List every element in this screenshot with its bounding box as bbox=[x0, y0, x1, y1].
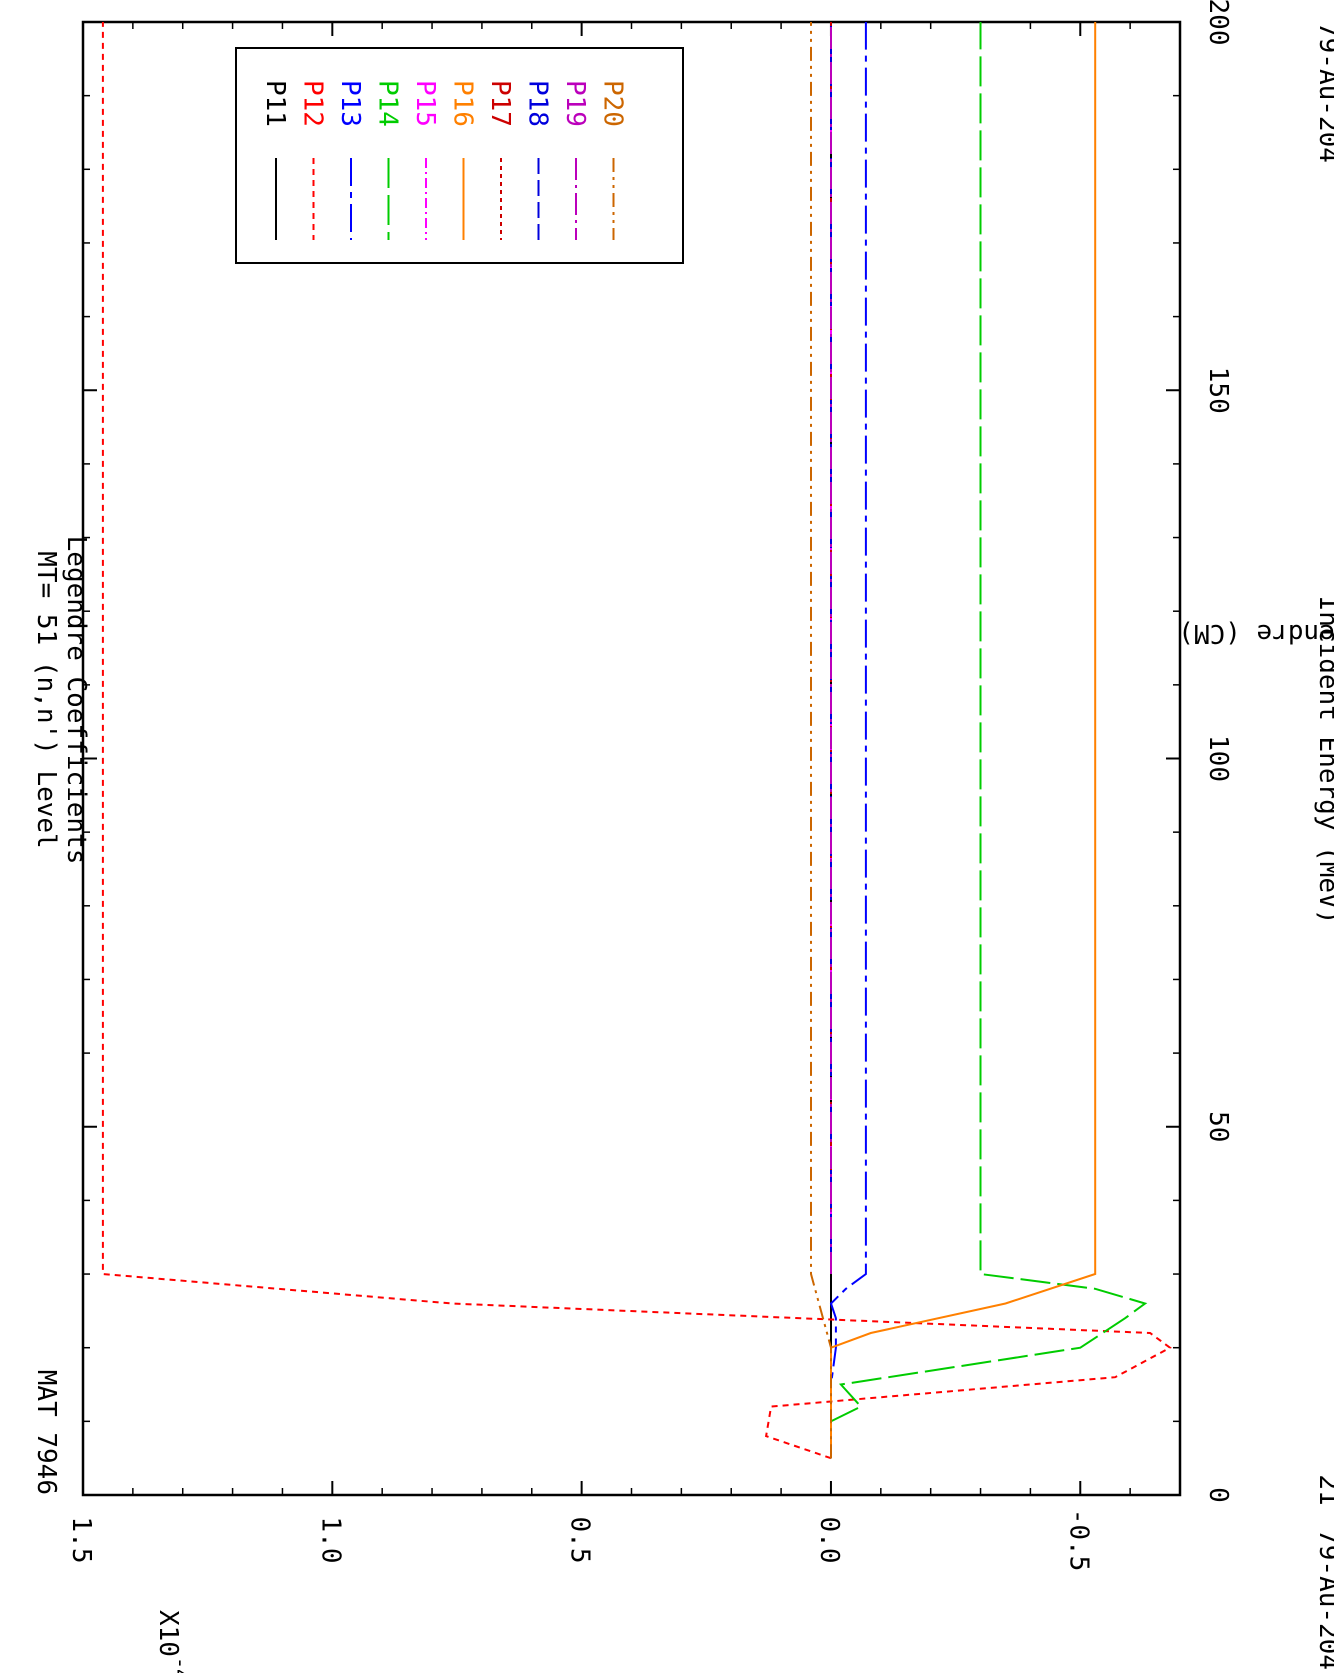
series-line-p20 bbox=[810, 22, 832, 1459]
y-multiplier: X10-4 bbox=[153, 1610, 193, 1673]
x-tick-label: 50 bbox=[1203, 1111, 1233, 1142]
x-tick-label-group: 50 bbox=[1203, 1111, 1233, 1142]
series-line-p13 bbox=[829, 22, 867, 1459]
x-tick-label-group: 200 bbox=[1203, 0, 1233, 45]
y-tick-label-group: -0.5 bbox=[1063, 1509, 1093, 1572]
y-tick-label-group: 0.0 bbox=[814, 1517, 844, 1564]
legend-label-p12: P12 bbox=[298, 80, 328, 127]
series-line-p16 bbox=[830, 22, 1097, 1459]
legend-label-group: P19 bbox=[560, 80, 590, 127]
x-axis-label: Incident Energy (MeV) bbox=[1313, 596, 1334, 925]
series-line-p14 bbox=[830, 22, 1148, 1459]
y-axis-label: Legendre (CM) bbox=[1178, 618, 1334, 648]
legend: P11 P12 P13 P14 P15 P16 P17 P18 P19 P20 bbox=[235, 47, 684, 264]
mat-label: MAT 7946 bbox=[31, 1370, 61, 1495]
y-tick-label-group: 1.5 bbox=[66, 1517, 96, 1564]
legend-label-group: P14 bbox=[373, 80, 403, 127]
x-tick-label: 150 bbox=[1203, 367, 1233, 414]
legend-label-group: P20 bbox=[598, 80, 628, 127]
legend-label-p14: P14 bbox=[373, 80, 403, 127]
y-multiplier-base: X10 bbox=[153, 1610, 183, 1657]
legend-label-p20: P20 bbox=[598, 80, 628, 127]
legend-label-p16: P16 bbox=[448, 80, 478, 127]
chart-title: MT= 51 (n,n') Level bbox=[31, 551, 61, 848]
y-tick-label-group: 1.0 bbox=[315, 1517, 345, 1564]
legend-label-group: P16 bbox=[448, 80, 478, 127]
series-line-p12 bbox=[101, 22, 1172, 1460]
y-tick-label: 1.5 bbox=[66, 1517, 96, 1564]
y-tick-label: -0.5 bbox=[1063, 1509, 1093, 1572]
date-top: 79-Au-204 bbox=[1313, 22, 1334, 163]
x-tick-label: 0 bbox=[1203, 1487, 1233, 1503]
date-bottom: 79-Au-204 bbox=[1313, 1529, 1334, 1670]
legend-label-group: P17 bbox=[485, 80, 515, 127]
legend-label-group: P15 bbox=[410, 80, 440, 127]
legend-frame bbox=[235, 47, 684, 264]
legend-label-p18: P18 bbox=[523, 80, 553, 127]
legend-label-group: P13 bbox=[335, 80, 365, 127]
legend-label-p17: P17 bbox=[485, 80, 515, 127]
legend-label-group: P18 bbox=[523, 80, 553, 127]
legend-label-p19: P19 bbox=[560, 80, 590, 127]
y-tick-label: 1.0 bbox=[315, 1517, 345, 1564]
chart-subtitle: Legendre Coefficients bbox=[61, 536, 91, 865]
legend-label-p13: P13 bbox=[335, 80, 365, 127]
legend-label-p15: P15 bbox=[410, 80, 440, 127]
z-label: 21 bbox=[1313, 1474, 1334, 1505]
ticks-layer: 0 50 100 150 200 -0.5 0.0 0.5 1.0 1.5 bbox=[66, 0, 1233, 1571]
x-tick-label-group: 0 bbox=[1203, 1487, 1233, 1503]
x-tick-label-group: 100 bbox=[1203, 735, 1233, 782]
y-tick-label: 0.5 bbox=[565, 1517, 595, 1564]
x-tick-label-group: 150 bbox=[1203, 367, 1233, 414]
y-tick-label: 0.0 bbox=[814, 1517, 844, 1564]
legend-label-group: P12 bbox=[298, 80, 328, 127]
legend-label-p11: P11 bbox=[260, 80, 290, 127]
y-multiplier-exp: -4 bbox=[169, 1657, 193, 1673]
y-tick-label-group: 0.5 bbox=[565, 1517, 595, 1564]
x-tick-label: 100 bbox=[1203, 735, 1233, 782]
legend-label-group: P11 bbox=[260, 80, 290, 127]
x-tick-label: 200 bbox=[1203, 0, 1233, 45]
series-layer bbox=[101, 22, 1172, 1460]
